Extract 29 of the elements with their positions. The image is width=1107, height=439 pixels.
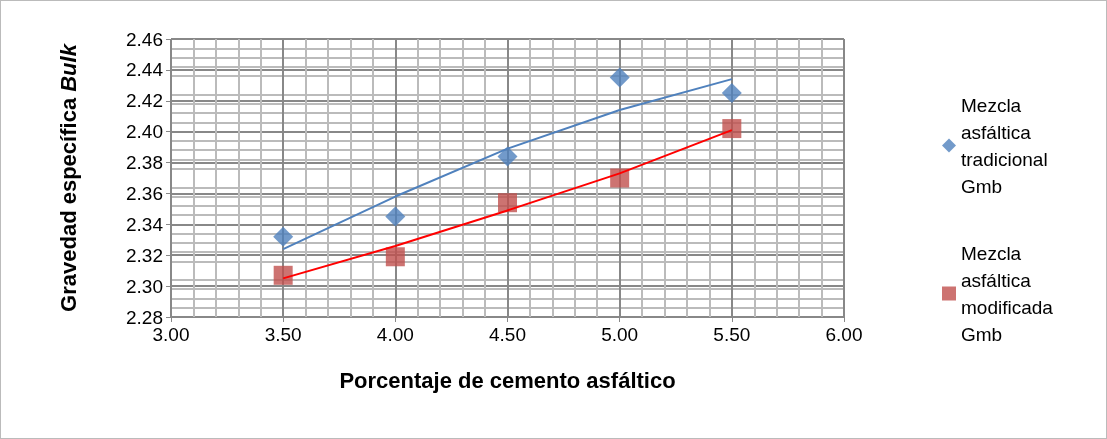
legend-label: Mezcla asfáltica modificada Gmb: [961, 242, 1059, 345]
y-tick-label: 2.34: [126, 213, 164, 235]
point: [722, 119, 742, 139]
x-tick-label: 5.50: [713, 324, 751, 345]
y-tick-label: 2.32: [126, 244, 163, 266]
y-tick-label: 2.30: [126, 275, 163, 297]
point: [273, 226, 294, 247]
y-axis-title: Gravedad específica Bulk: [55, 42, 81, 312]
y-tick-label: 2.42: [126, 90, 163, 112]
point: [385, 247, 405, 267]
y-tick-label: 2.36: [126, 182, 163, 204]
y-tick-label: 2.38: [126, 152, 163, 174]
x-tick-label: 3.50: [264, 324, 302, 345]
x-tick-label: 6.00: [825, 324, 863, 345]
point: [498, 193, 517, 213]
point: [273, 265, 293, 285]
point: [385, 206, 406, 227]
x-tick-label: 4.50: [489, 324, 526, 345]
point: [721, 83, 742, 104]
x-tick-label: 4.00: [376, 324, 414, 345]
y-tick-label: 2.44: [126, 59, 164, 81]
y-tick-label: 2.40: [126, 121, 163, 143]
line-series: [282, 78, 733, 251]
point: [609, 67, 630, 88]
y-tick-label: 2.46: [126, 28, 163, 50]
legend-label: Mezcla asfáltica tradicional Gmb: [961, 94, 1053, 197]
x-axis-title: Porcentaje de cemento asfáltico: [339, 367, 676, 393]
point: [497, 146, 518, 167]
x-tick-label: 5.00: [601, 324, 639, 345]
